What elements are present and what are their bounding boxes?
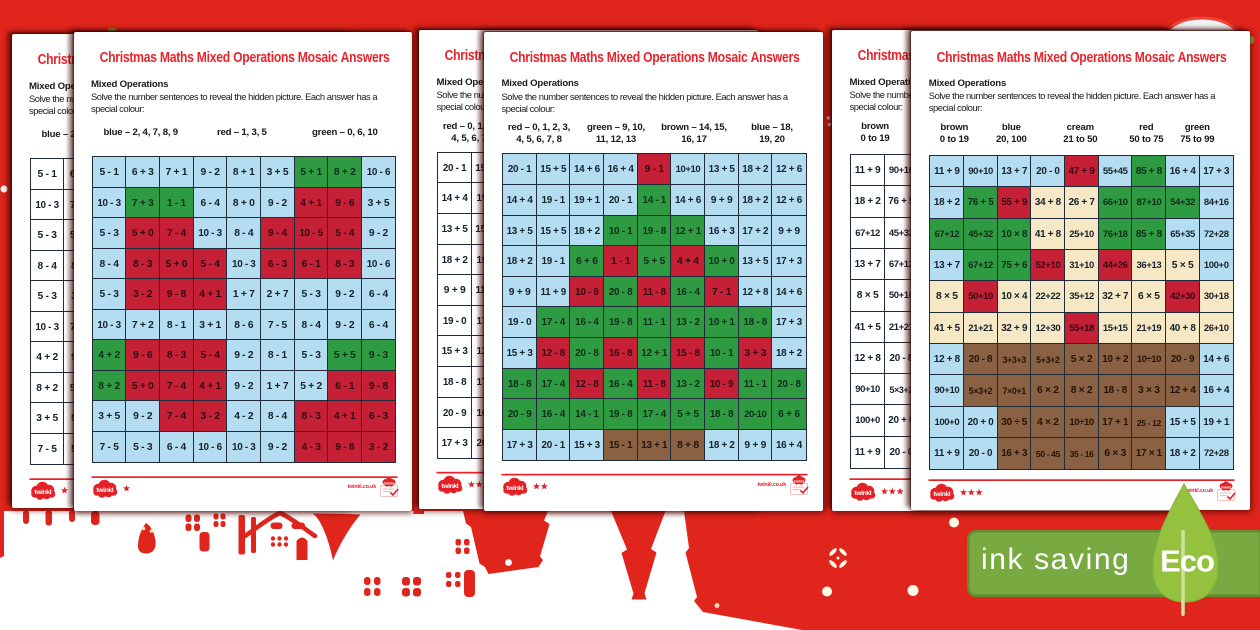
svg-text:twinkl: twinkl (384, 481, 394, 485)
svg-text:twinkl: twinkl (441, 483, 458, 490)
svg-text:twinkl: twinkl (34, 489, 51, 496)
svg-text:twinkl: twinkl (934, 491, 951, 498)
svg-text:Eco: Eco (1160, 544, 1214, 579)
svg-text:twinkl: twinkl (1221, 486, 1231, 490)
svg-text:twinkl: twinkl (96, 487, 113, 494)
svg-text:twinkl: twinkl (506, 485, 523, 492)
svg-text:twinkl.co.uk: twinkl.co.uk (758, 482, 787, 488)
svg-text:twinkl: twinkl (794, 479, 804, 483)
svg-text:twinkl.co.uk: twinkl.co.uk (347, 484, 376, 490)
svg-text:twinkl: twinkl (854, 490, 871, 497)
svg-text:twinkl.co.uk: twinkl.co.uk (1185, 488, 1214, 494)
